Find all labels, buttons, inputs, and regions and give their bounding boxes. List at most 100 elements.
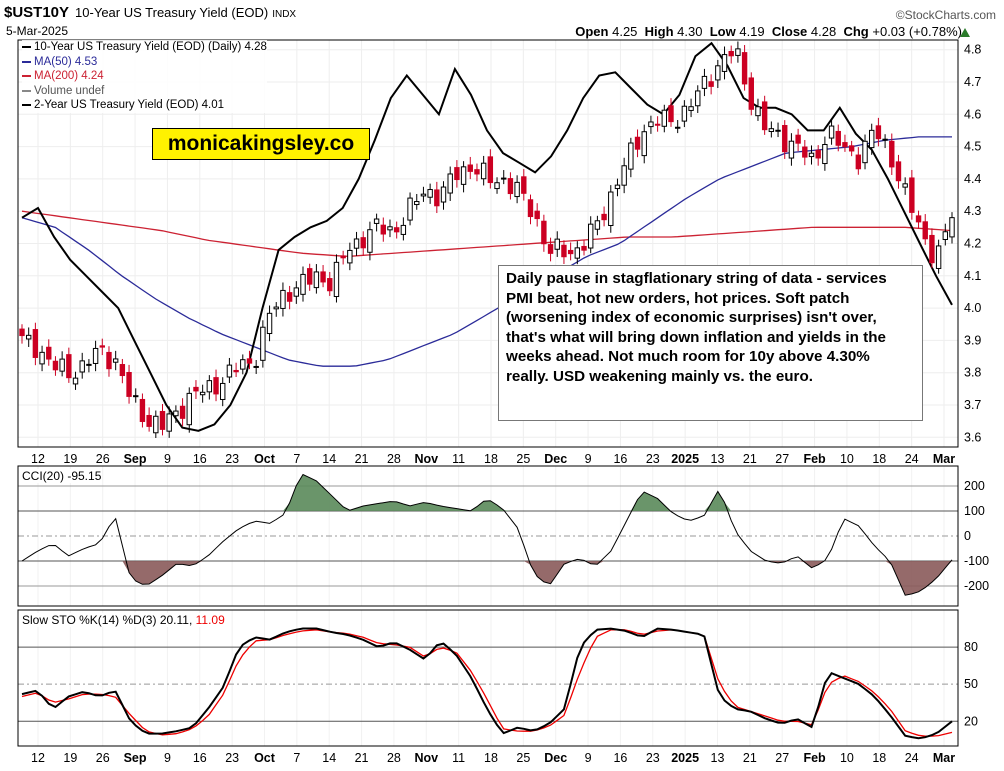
candle-body: [400, 224, 407, 235]
candle-body: [902, 183, 908, 188]
candle-body: [353, 238, 360, 249]
x-tick-label: 10: [840, 452, 854, 466]
sto-legend: Slow STO %K(14) %D(3) 20.11, 11.09: [22, 613, 225, 627]
x-tick-label: 9: [164, 452, 171, 466]
x-tick-label: Feb: [803, 751, 826, 765]
candle-body: [494, 182, 500, 190]
legend-item[interactable]: Volume undef: [22, 84, 267, 99]
y-tick-label: 3.7: [964, 398, 981, 412]
sto-y-tick-label: 50: [964, 677, 978, 691]
candle-body: [213, 377, 219, 395]
candle-body: [313, 271, 320, 289]
candle-body: [628, 142, 634, 170]
x-tick-label: 26: [96, 751, 110, 765]
candle-body: [875, 125, 882, 140]
cci-y-tick-label: 200: [964, 479, 985, 493]
x-tick-label: Oct: [254, 751, 276, 765]
candle-body: [226, 364, 233, 378]
exchange-label: INDX: [272, 9, 297, 20]
candle-body: [327, 278, 333, 292]
x-tick-label: 27: [775, 751, 789, 765]
x-tick-label: 2025: [671, 751, 699, 765]
legend-item[interactable]: 10-Year US Treasury Yield (EOD) (Daily) …: [22, 40, 267, 55]
candle-body: [380, 224, 386, 235]
candle-body: [822, 144, 828, 165]
candle-body: [514, 181, 520, 198]
candle-body: [454, 167, 460, 181]
x-tick-label: 18: [872, 452, 886, 466]
ticker-symbol[interactable]: $UST10Y: [4, 4, 70, 21]
candle-body: [721, 54, 728, 72]
candle-body: [300, 273, 306, 295]
candle-body: [286, 292, 293, 302]
x-tick-label: 28: [387, 751, 401, 765]
ma200-line: [21, 210, 953, 257]
y-tick-label: 4.3: [964, 204, 981, 218]
legend-item[interactable]: 2-Year US Treasury Yield (EOD) 4.01: [22, 98, 267, 113]
grid-layer: [18, 40, 958, 746]
candle-body: [761, 101, 768, 131]
x-tick-label: 24: [905, 751, 919, 765]
candle-body: [775, 129, 781, 132]
candle-body: [193, 386, 199, 392]
cci-y-tick-label: 100: [964, 504, 985, 518]
candle-body: [220, 382, 226, 400]
chart-title: 10-Year US Treasury Yield (EOD): [75, 5, 269, 20]
candle-body: [935, 245, 942, 269]
candle-body: [46, 346, 52, 360]
candle-body: [72, 377, 79, 385]
candle-body: [240, 359, 246, 370]
candle-body: [561, 244, 567, 258]
candle-body: [842, 142, 848, 148]
candle-body: [501, 177, 507, 180]
candle-body: [407, 197, 413, 221]
candle-body: [467, 164, 473, 172]
x-tick-label: 21: [355, 751, 369, 765]
candle-body: [915, 215, 922, 223]
candle-body: [126, 371, 132, 397]
y-tick-label: 3.8: [964, 366, 981, 380]
annotation-box: Daily pause in stagflationary string of …: [498, 265, 923, 421]
x-tick-label: 14: [322, 751, 336, 765]
candle-body: [373, 218, 380, 224]
price-legend: 10-Year US Treasury Yield (EOD) (Daily) …: [22, 40, 267, 113]
brand-label[interactable]: ©StockCharts.com: [895, 8, 996, 22]
candle-body: [735, 48, 741, 56]
sto-frame: [17, 609, 959, 747]
candle-body: [273, 306, 279, 310]
x-tick-label: 19: [63, 452, 77, 466]
x-tick-label: Feb: [803, 452, 826, 466]
x-tick-label: 11: [452, 751, 465, 765]
legend-item[interactable]: MA(50) 4.53: [22, 55, 267, 70]
candle-body: [447, 173, 453, 194]
candle-body: [728, 50, 734, 57]
candle-body: [527, 199, 534, 218]
candle-body: [681, 105, 688, 122]
x-tick-label: 10: [840, 751, 854, 765]
candle-body: [367, 229, 373, 253]
candle-body: [293, 287, 300, 297]
candle-body: [106, 351, 112, 370]
legend-swatch-price: [22, 45, 31, 48]
candle-body: [554, 238, 560, 250]
candle-body: [420, 193, 427, 197]
candle-body: [862, 140, 868, 164]
x-tick-label: Sep: [124, 751, 147, 765]
candle-body: [133, 395, 139, 398]
cci-oversold-fill: [22, 561, 952, 596]
candle-body: [66, 354, 72, 379]
candle-body: [594, 220, 601, 230]
legend-item[interactable]: MA(200) 4.24: [22, 69, 267, 84]
x-tick-label: 16: [613, 751, 627, 765]
candle-body: [855, 154, 862, 170]
candle-body: [387, 226, 393, 231]
high-value: 4.30: [677, 24, 703, 39]
candle-body: [601, 213, 607, 221]
candle-body: [949, 217, 955, 238]
candle-body: [929, 234, 935, 264]
candle-body: [186, 392, 192, 426]
x-tick-label: 18: [484, 452, 498, 466]
legend-swatch-volume: [22, 89, 31, 92]
candle-body: [92, 347, 99, 364]
